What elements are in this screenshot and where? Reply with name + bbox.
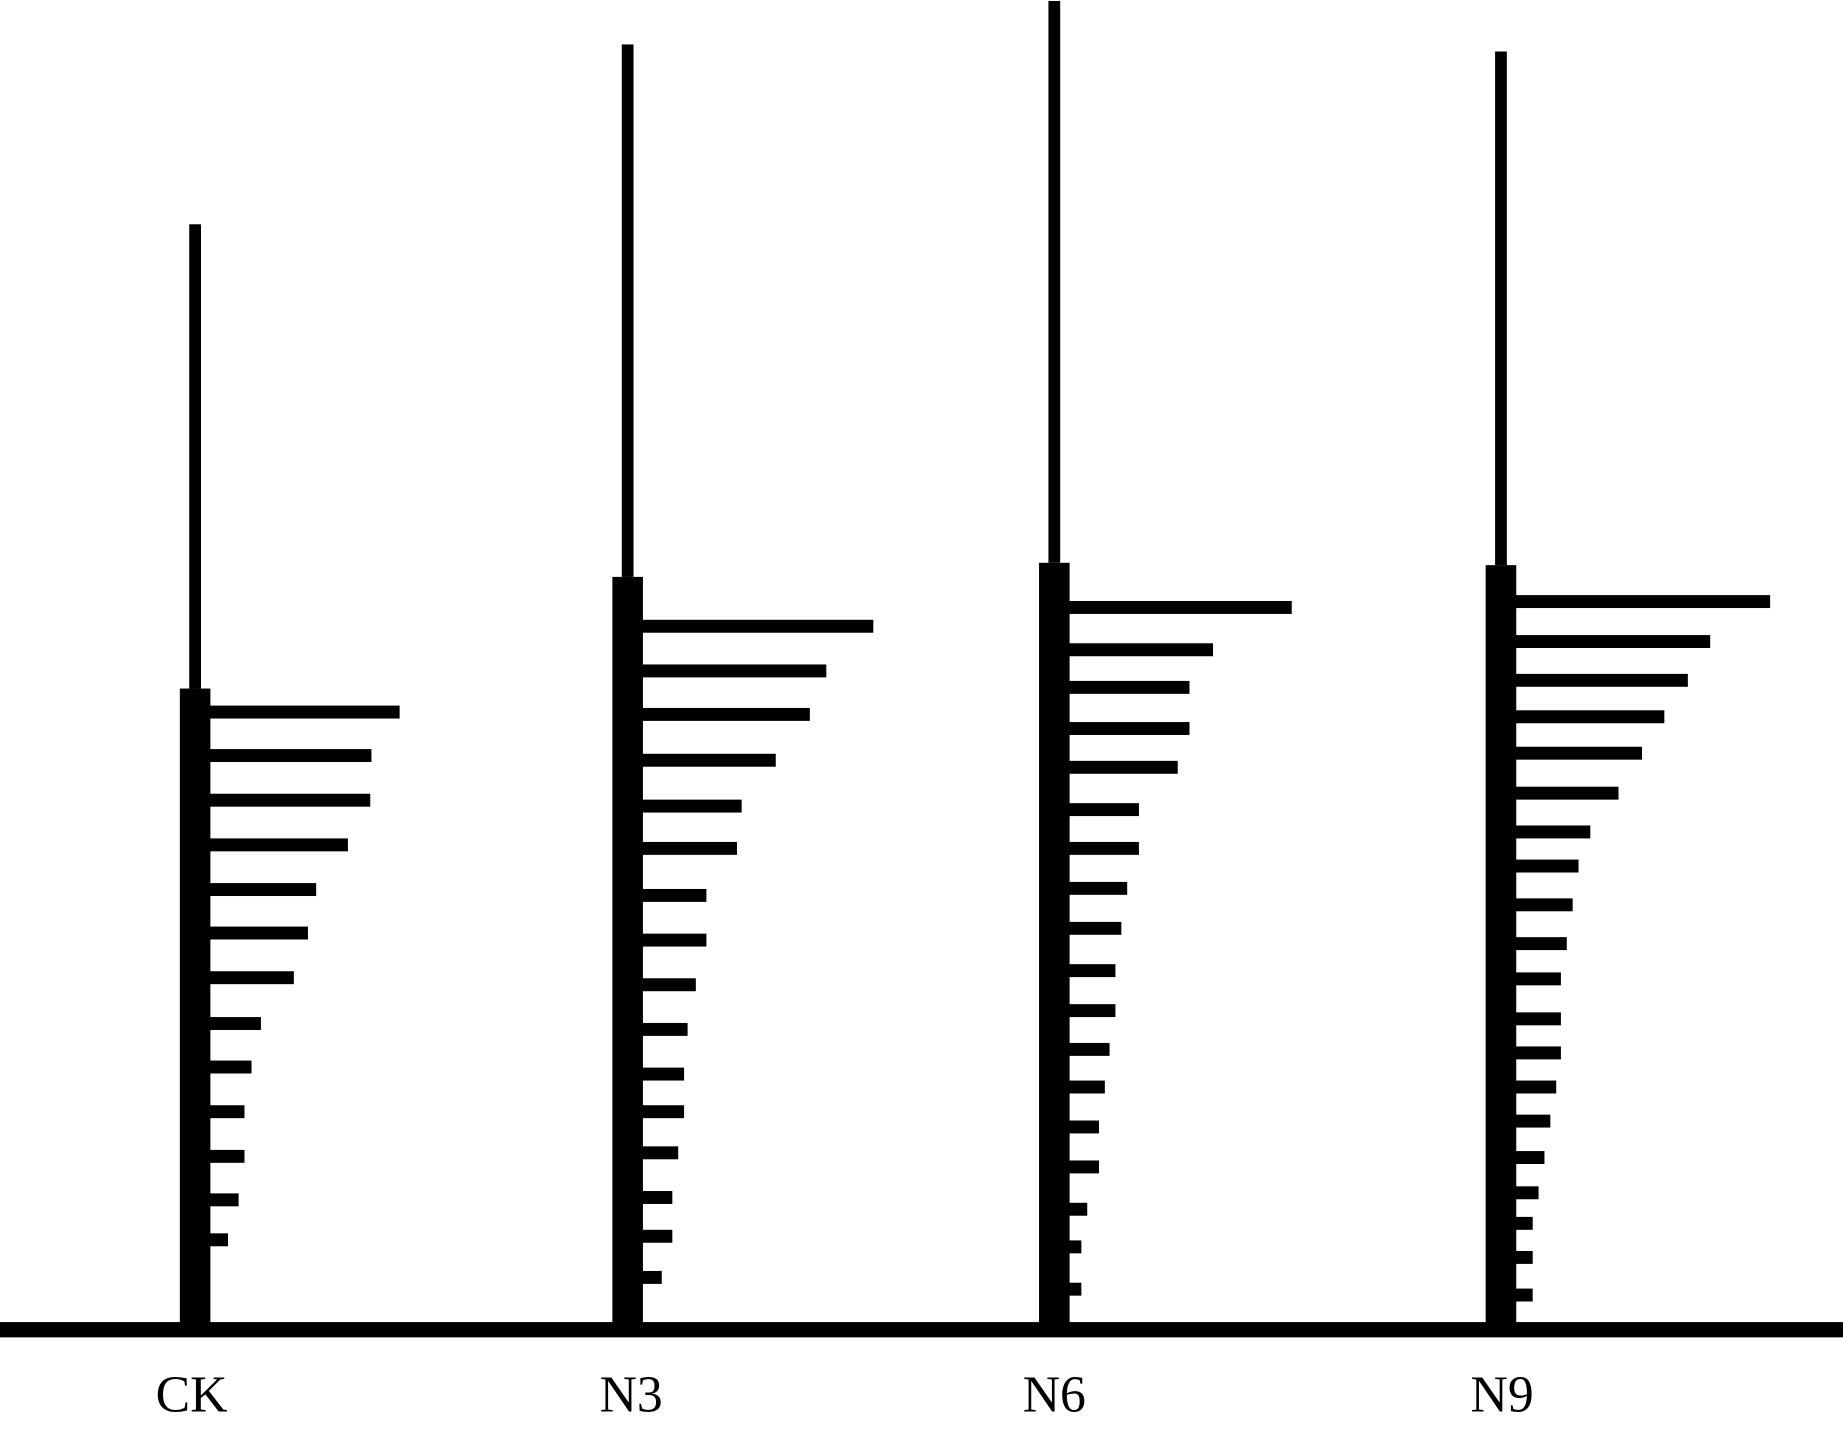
branch [209, 749, 372, 763]
upper-stem [621, 44, 634, 577]
branch [641, 888, 707, 902]
branch [1515, 1114, 1551, 1128]
branch [1068, 722, 1190, 735]
branch [1515, 1250, 1533, 1264]
branch [641, 799, 742, 813]
branch [641, 1067, 685, 1081]
branch [1068, 1004, 1116, 1018]
branch [209, 1105, 245, 1119]
lower-stem [179, 688, 211, 1325]
plant-label: N3 [600, 1366, 663, 1423]
branch [1068, 643, 1213, 657]
branch [1068, 680, 1190, 694]
branch [1515, 710, 1665, 724]
branch [1515, 786, 1619, 800]
branch [1515, 1186, 1539, 1200]
branch [209, 1017, 261, 1031]
plant-label: N6 [1023, 1366, 1086, 1423]
upper-stem [189, 224, 201, 689]
branch [209, 838, 348, 852]
branch [641, 1105, 685, 1119]
lower-stem [1485, 565, 1517, 1325]
branch [1515, 635, 1711, 649]
branch [1515, 1216, 1533, 1230]
branch [1068, 760, 1178, 774]
branch [1068, 1240, 1082, 1254]
branch [1068, 881, 1128, 895]
branch [1515, 673, 1688, 687]
branch [641, 978, 696, 992]
branch [1068, 964, 1116, 978]
branch [1515, 972, 1561, 986]
branch [1068, 841, 1139, 855]
branch [209, 705, 400, 719]
branch [209, 926, 308, 940]
branch [1515, 1151, 1545, 1164]
branch [641, 841, 737, 855]
branch [209, 883, 317, 897]
branch [1515, 1046, 1561, 1060]
branch [641, 1022, 688, 1036]
branch [641, 707, 810, 721]
branch [1515, 595, 1771, 609]
upper-stem [1048, 0, 1061, 563]
branch [1515, 898, 1573, 912]
branch [1515, 1012, 1561, 1026]
branch [1515, 1288, 1533, 1302]
upper-stem [1495, 51, 1507, 566]
branch [1068, 1042, 1110, 1056]
branch [1068, 1202, 1088, 1216]
branch [641, 1146, 679, 1160]
branch [1068, 1080, 1105, 1094]
branch [209, 793, 371, 807]
branch [641, 1270, 662, 1284]
branch [641, 664, 827, 678]
branch [1515, 859, 1579, 873]
branch [1068, 1160, 1099, 1174]
branch [641, 933, 707, 947]
lower-stem [1039, 562, 1070, 1325]
branch [209, 1149, 245, 1163]
branch [1068, 803, 1139, 817]
branch [1515, 746, 1643, 760]
plant-label: N9 [1471, 1366, 1534, 1423]
branch [209, 1233, 229, 1247]
branch [209, 1193, 239, 1207]
branch [641, 619, 874, 633]
branch [1068, 1282, 1082, 1296]
branch [641, 1229, 673, 1243]
branch [1515, 1080, 1557, 1094]
branch [209, 971, 294, 985]
plant-label: CK [156, 1366, 228, 1423]
lower-stem [612, 576, 643, 1325]
branch [641, 1191, 673, 1204]
branch [1068, 600, 1292, 614]
branch [1068, 1120, 1099, 1134]
branch [1515, 937, 1567, 951]
branch [1515, 825, 1591, 839]
branch [209, 1060, 252, 1074]
ground-line [0, 1322, 1843, 1338]
branch [641, 753, 776, 767]
branch [1068, 921, 1122, 935]
